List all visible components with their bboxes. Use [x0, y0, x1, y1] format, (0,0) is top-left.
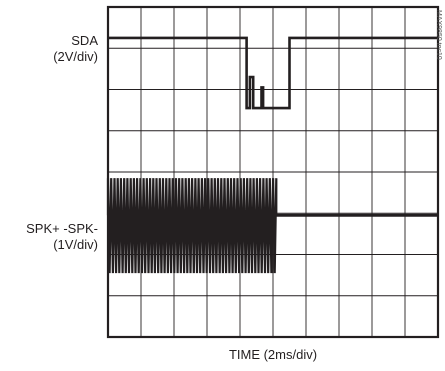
sda-scale: (2V/div) [53, 49, 98, 64]
traces [106, 36, 438, 274]
spk-name: SPK+ -SPK- [26, 221, 98, 236]
sda-trace [108, 36, 438, 110]
spk-trace [106, 178, 438, 274]
sda-name: SDA [71, 33, 98, 48]
spk-scale: (1V/div) [53, 237, 98, 252]
plot-frame [106, 5, 440, 339]
figure-watermark: MAX9850 toc10 [435, 10, 442, 60]
spk-label: SPK+ -SPK- (1V/div) [0, 221, 98, 253]
grid [108, 7, 438, 337]
x-axis-label: TIME (2ms/div) [228, 347, 318, 362]
sda-label: SDA (2V/div) [20, 33, 98, 65]
